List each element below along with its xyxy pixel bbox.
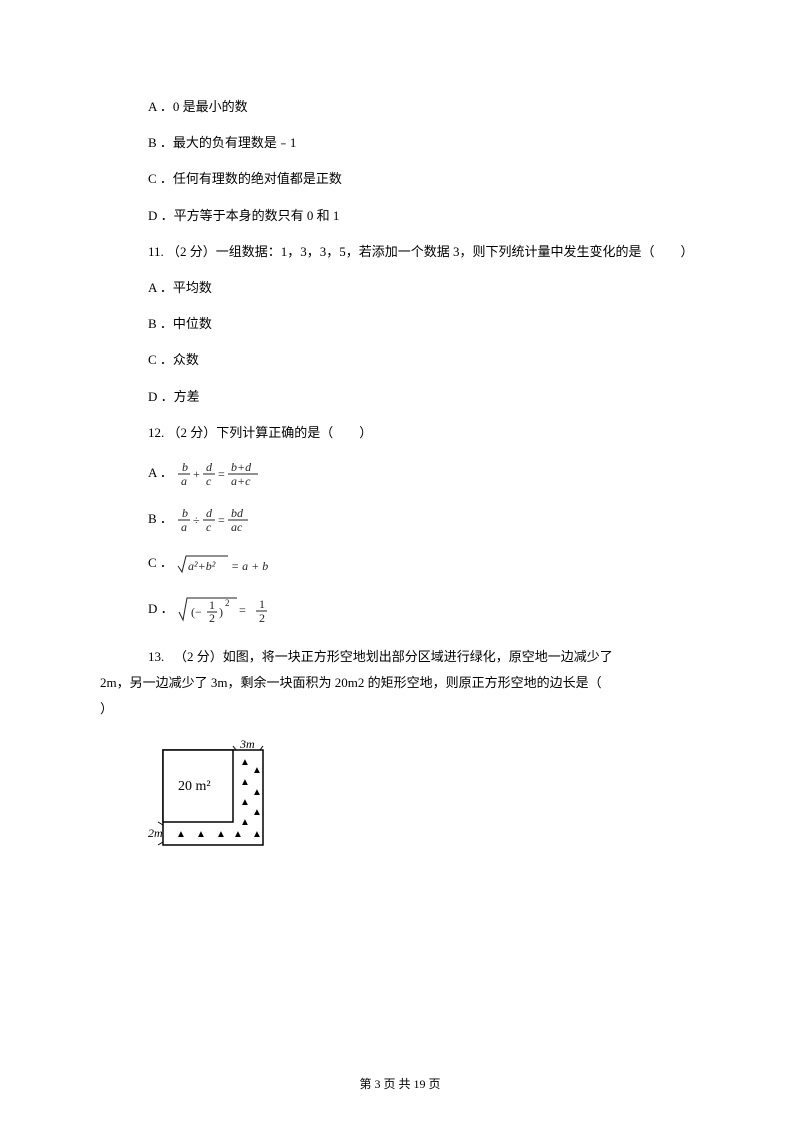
svg-text:▲: ▲	[240, 777, 250, 788]
svg-text:=: =	[218, 467, 225, 481]
q12-option-a: A ． b a + d c = b+d a+c	[148, 460, 700, 488]
svg-text:= a + b: = a + b	[231, 559, 268, 573]
svg-text:▲: ▲	[233, 829, 243, 840]
svg-text:c: c	[206, 474, 212, 488]
q10-option-b: B ．最大的负有理数是﹣1	[148, 134, 700, 152]
svg-text:b: b	[182, 460, 188, 474]
svg-text:▲: ▲	[240, 757, 250, 768]
svg-text:▲: ▲	[216, 829, 226, 840]
q11-option-c: C ．众数	[148, 351, 700, 369]
svg-text:a²+b²: a²+b²	[188, 559, 216, 573]
q13-stem-line3: ）	[100, 696, 700, 722]
q12-d-prefix: D ．	[148, 601, 174, 616]
q12-c-prefix: C ．	[148, 555, 173, 570]
q11-option-d: D ．方差	[148, 388, 700, 406]
q13-stem-line1: 13. （2 分）如图，将一块正方形空地划出部分区域进行绿化，原空地一边减少了	[100, 644, 700, 670]
q10-option-c: C ．任何有理数的绝对值都是正数	[148, 170, 700, 188]
svg-text:▲: ▲	[240, 797, 250, 808]
page-content: A ．0 是最小的数 B ．最大的负有理数是﹣1 C ．任何有理数的绝对值都是正…	[0, 0, 800, 918]
svg-text:c: c	[206, 520, 212, 534]
q13-stem-line2: 2m，另一边减少了 3m，剩余一块面积为 20m2 的矩形空地，则原正方形空地的…	[100, 670, 700, 696]
svg-text:3m: 3m	[239, 740, 255, 751]
svg-text:▲: ▲	[240, 817, 250, 828]
q11-stem-text: 11. （2 分）一组数据：1，3，3，5，若添加一个数据 3，则下列统计量中发…	[100, 243, 700, 261]
square-land-diagram-icon: 20 m² 3m 2m ▲ ▲ ▲ ▲ ▲ ▲ ▲ ▲	[148, 740, 298, 860]
svg-text:1: 1	[259, 597, 265, 611]
svg-text:a: a	[181, 520, 187, 534]
formula-b-icon: b a ÷ d c = bd ac	[176, 506, 276, 534]
svg-text:▲: ▲	[252, 765, 262, 776]
svg-text:b: b	[182, 506, 188, 520]
q12-option-c: C ． a²+b² = a + b	[148, 552, 700, 576]
q10-option-d: D ．平方等于本身的数只有 0 和 1	[148, 207, 700, 225]
svg-text:2: 2	[209, 611, 215, 625]
q12-b-prefix: B ．	[148, 511, 173, 526]
svg-text:a: a	[181, 474, 187, 488]
svg-text:▲: ▲	[252, 829, 262, 840]
svg-text:▲: ▲	[252, 787, 262, 798]
formula-a-icon: b a + d c = b+d a+c	[176, 460, 276, 488]
svg-text:): )	[219, 605, 223, 619]
formula-c-icon: a²+b² = a + b	[176, 552, 296, 576]
svg-text:2: 2	[259, 611, 265, 625]
svg-text:ac: ac	[231, 520, 243, 534]
q12-stem: 12. （2 分）下列计算正确的是（ ）	[148, 424, 700, 442]
svg-text:1: 1	[209, 598, 215, 612]
svg-text:=: =	[218, 513, 225, 527]
page-footer: 第 3 页 共 19 页	[0, 1075, 800, 1092]
svg-text:2m: 2m	[148, 826, 163, 840]
q10-option-a: A ．0 是最小的数	[148, 98, 700, 116]
svg-text:÷: ÷	[193, 513, 200, 527]
svg-text:▲: ▲	[196, 829, 206, 840]
svg-text:d: d	[206, 460, 213, 474]
svg-text:▲: ▲	[252, 807, 262, 818]
q11-option-b: B ．中位数	[148, 315, 700, 333]
svg-text:▲: ▲	[176, 829, 186, 840]
q12-option-d: D ． (− 1 2 ) 2 = 1 2	[148, 594, 700, 626]
svg-text:2: 2	[225, 598, 230, 608]
formula-d-icon: (− 1 2 ) 2 = 1 2	[177, 594, 287, 626]
svg-text:a+c: a+c	[231, 474, 251, 488]
svg-text:20 m²: 20 m²	[178, 779, 211, 794]
svg-text:b+d: b+d	[231, 460, 252, 474]
q11-stem: 11. （2 分）一组数据：1，3，3，5，若添加一个数据 3，则下列统计量中发…	[100, 243, 700, 261]
q13-diagram: 20 m² 3m 2m ▲ ▲ ▲ ▲ ▲ ▲ ▲ ▲	[148, 740, 700, 860]
svg-text:+: +	[193, 467, 200, 481]
svg-text:(−: (−	[191, 605, 202, 619]
svg-text:d: d	[206, 506, 213, 520]
svg-text:bd: bd	[231, 506, 244, 520]
svg-text:=: =	[239, 603, 246, 617]
q12-a-prefix: A ．	[148, 465, 173, 480]
q13-stem: 13. （2 分）如图，将一块正方形空地划出部分区域进行绿化，原空地一边减少了 …	[100, 644, 700, 722]
q12-option-b: B ． b a ÷ d c = bd ac	[148, 506, 700, 534]
q11-option-a: A ．平均数	[148, 279, 700, 297]
